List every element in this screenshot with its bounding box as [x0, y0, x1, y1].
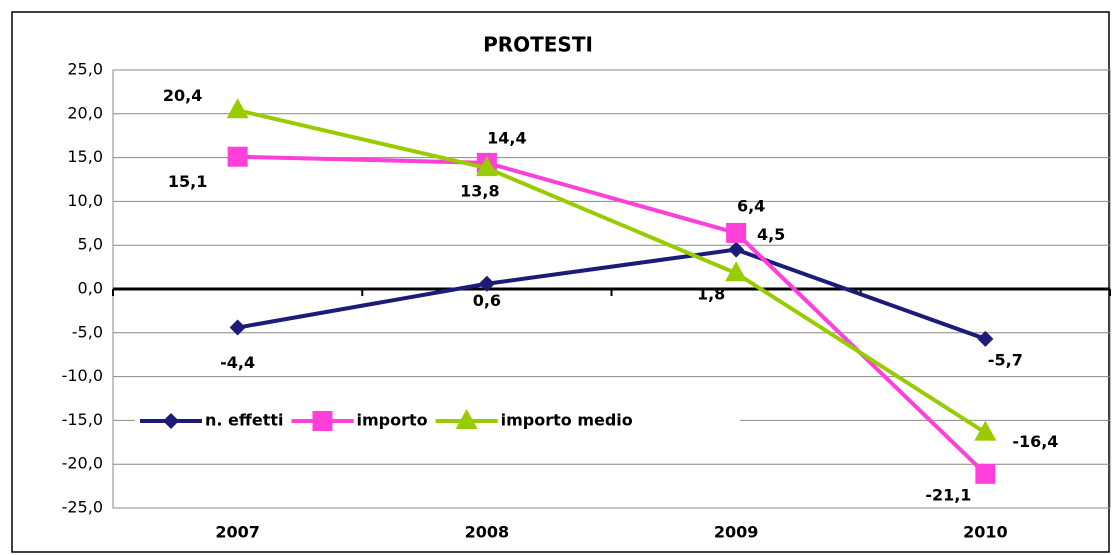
data-label: -4,4 [220, 353, 255, 372]
y-tick-label: -15,0 [62, 410, 103, 429]
data-label: -21,1 [925, 485, 971, 504]
data-label: 15,1 [168, 172, 207, 191]
y-tick-label: 25,0 [67, 60, 103, 79]
y-tick-label: -5,0 [72, 322, 103, 341]
y-tick-label: -25,0 [62, 498, 103, 517]
marker [977, 330, 994, 347]
marker [728, 241, 745, 258]
y-tick-label: 0,0 [78, 279, 103, 298]
marker [312, 411, 333, 431]
data-label: 14,4 [487, 128, 526, 147]
data-label: 20,4 [163, 86, 202, 105]
series-line [237, 247, 987, 341]
data-label: 4,5 [757, 225, 785, 244]
x-tick-label: 2010 [963, 523, 1008, 542]
x-tick-label: 2008 [465, 523, 510, 542]
chart-title: PROTESTI [483, 33, 593, 57]
series-line [237, 108, 987, 435]
y-tick-label: 15,0 [67, 147, 103, 166]
y-tick-label: -20,0 [62, 454, 103, 473]
y-tick-label: -10,0 [62, 366, 103, 385]
data-label: 6,4 [737, 196, 765, 215]
marker [163, 413, 179, 429]
marker [478, 275, 495, 292]
legend-label: n. effetti [205, 411, 283, 430]
y-tick-label: 5,0 [78, 235, 103, 254]
legend-label: importo medio [501, 411, 633, 430]
x-tick-label: 2009 [714, 523, 759, 542]
marker [975, 463, 996, 484]
marker [455, 409, 478, 429]
chart-border [11, 11, 1110, 553]
data-label: 0,6 [473, 291, 501, 310]
marker [229, 319, 246, 336]
data-label: 13,8 [460, 182, 499, 201]
y-tick-label: 20,0 [67, 103, 103, 122]
data-label: -5,7 [988, 350, 1023, 369]
data-label: -16,4 [1012, 432, 1058, 451]
marker [726, 222, 747, 243]
marker [725, 261, 748, 282]
data-label: 1,8 [697, 285, 725, 304]
marker [475, 156, 498, 177]
y-tick-label: 10,0 [67, 191, 103, 210]
marker [226, 98, 249, 119]
marker [227, 146, 248, 167]
x-tick-label: 2007 [215, 523, 260, 542]
marker [974, 420, 997, 441]
legend-label: importo [356, 411, 427, 430]
